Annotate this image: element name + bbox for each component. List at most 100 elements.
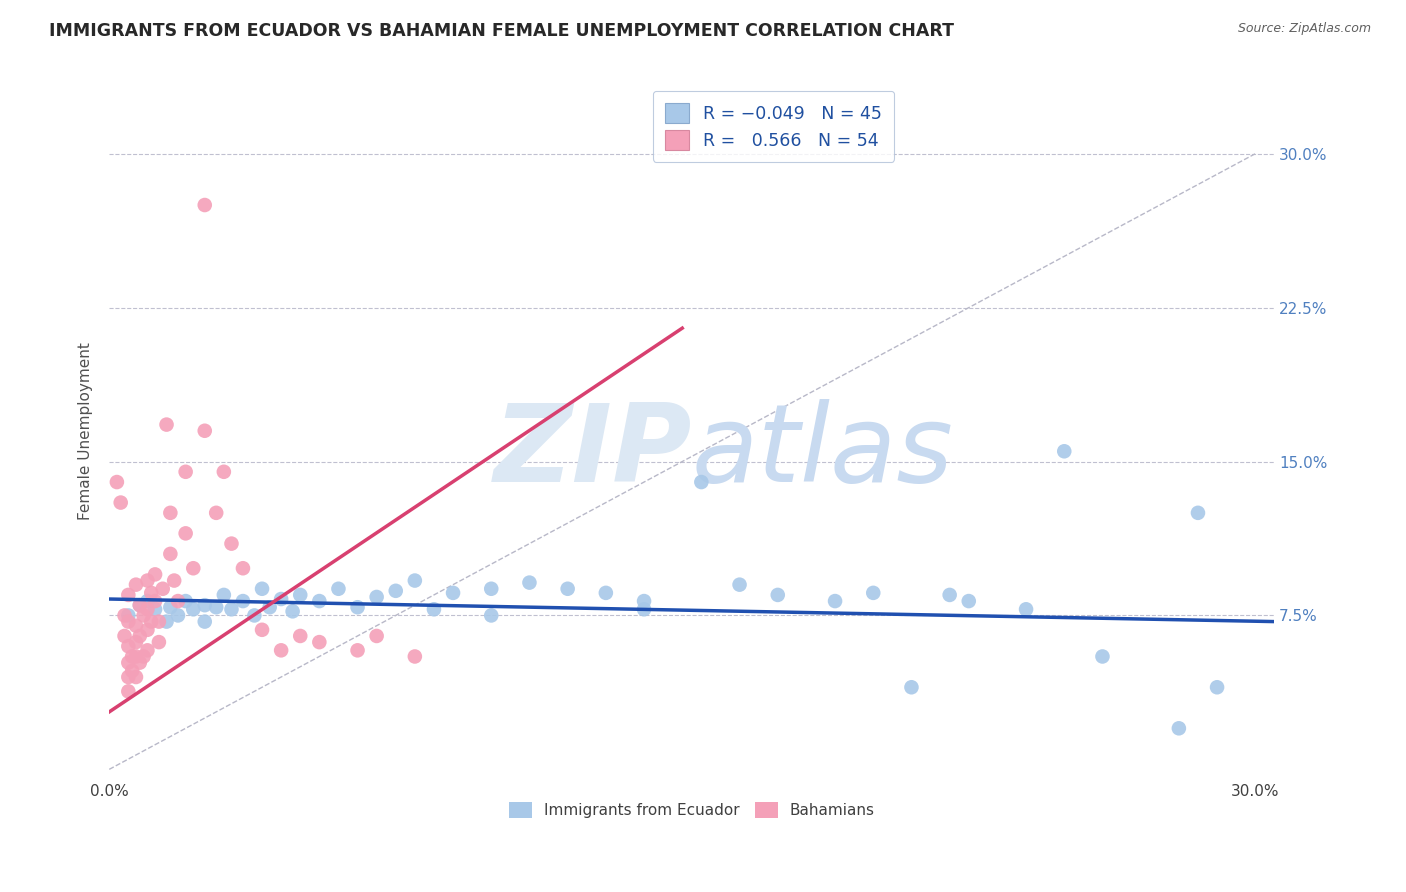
Point [221,536,243,550]
Point [633,602,655,616]
Point [232,561,254,575]
Point [212,588,235,602]
Point [117,608,139,623]
Point [824,594,846,608]
Point [128,598,150,612]
Point [290,629,312,643]
Point [117,656,139,670]
Point [167,594,190,608]
Point [441,586,464,600]
Point [633,594,655,608]
Point [281,604,304,618]
Point [938,588,960,602]
Point [766,588,789,602]
Point [141,615,163,629]
Point [155,417,177,432]
Point [270,643,292,657]
Point [194,598,217,612]
Y-axis label: Female Unemployment: Female Unemployment [79,342,93,520]
Point [128,598,150,612]
Point [194,615,217,629]
Point [148,615,170,629]
Point [250,623,273,637]
Point [308,594,330,608]
Point [163,574,186,588]
Point [212,465,235,479]
Point [862,586,884,600]
Point [221,602,243,616]
Point [479,608,502,623]
Point [900,680,922,694]
Point [125,649,148,664]
Point [690,475,713,489]
Point [136,574,159,588]
Text: Source: ZipAtlas.com: Source: ZipAtlas.com [1237,22,1371,36]
Point [557,582,579,596]
Point [117,615,139,629]
Point [595,586,617,600]
Point [125,577,148,591]
Point [366,590,388,604]
Point [141,586,163,600]
Point [328,582,350,596]
Point [174,526,197,541]
Point [117,684,139,698]
Point [308,635,330,649]
Point [384,583,406,598]
Point [519,575,541,590]
Point [132,649,155,664]
Point [128,656,150,670]
Point [205,506,228,520]
Point [125,635,148,649]
Point [346,643,368,657]
Point [136,602,159,616]
Point [194,424,217,438]
Point [232,594,254,608]
Point [346,600,368,615]
Point [136,643,159,657]
Point [174,594,197,608]
Point [125,670,148,684]
Point [957,594,980,608]
Point [128,629,150,643]
Point [132,608,155,623]
Point [117,670,139,684]
Point [121,664,143,678]
Point [1206,680,1229,694]
Point [1053,444,1076,458]
Point [167,608,190,623]
Text: IMMIGRANTS FROM ECUADOR VS BAHAMIAN FEMALE UNEMPLOYMENT CORRELATION CHART: IMMIGRANTS FROM ECUADOR VS BAHAMIAN FEMA… [49,22,955,40]
Point [366,629,388,643]
Point [270,592,292,607]
Point [148,635,170,649]
Point [114,629,136,643]
Point [259,600,281,615]
Point [114,608,136,623]
Point [1167,721,1189,735]
Point [181,602,204,616]
Point [121,649,143,664]
Point [174,465,197,479]
Point [404,649,426,664]
Point [479,582,502,596]
Point [159,506,181,520]
Point [117,588,139,602]
Point [194,198,217,212]
Point [159,547,181,561]
Point [110,495,132,509]
Point [155,615,177,629]
Point [404,574,426,588]
Point [728,577,751,591]
Point [117,639,139,653]
Point [136,623,159,637]
Text: atlas: atlas [692,400,953,504]
Point [290,588,312,602]
Point [423,602,446,616]
Text: ZIP: ZIP [494,399,692,505]
Point [105,475,128,489]
Point [125,618,148,632]
Point [143,594,166,608]
Point [143,602,166,616]
Point [181,561,204,575]
Point [243,608,266,623]
